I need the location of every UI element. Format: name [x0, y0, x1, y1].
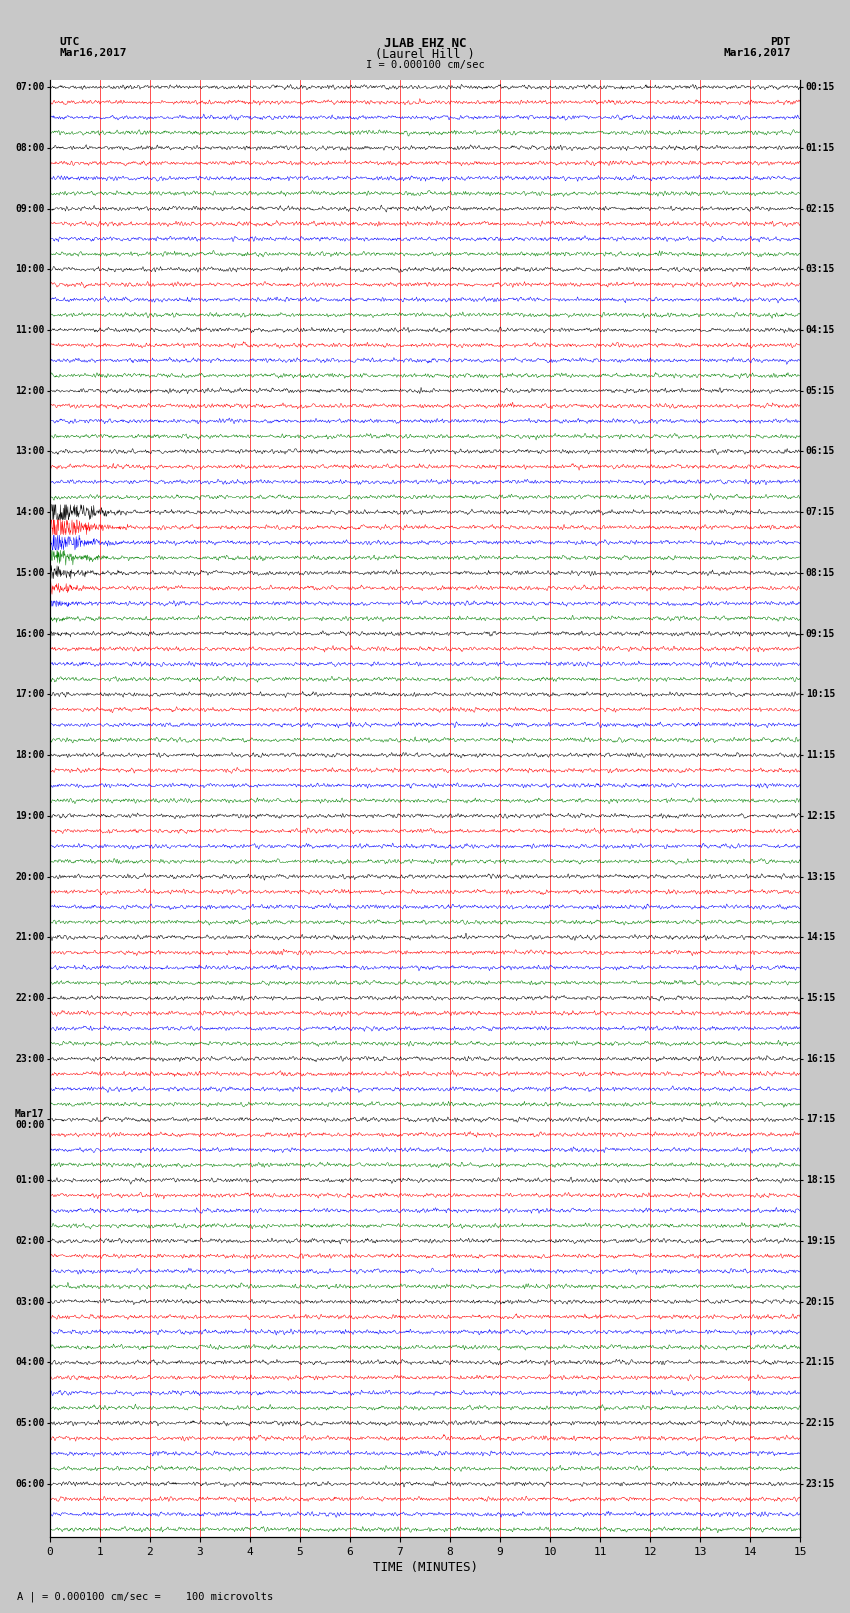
Text: UTC: UTC	[60, 37, 80, 47]
X-axis label: TIME (MINUTES): TIME (MINUTES)	[372, 1561, 478, 1574]
Text: (Laurel Hill ): (Laurel Hill )	[375, 48, 475, 61]
Text: JLAB EHZ NC: JLAB EHZ NC	[383, 37, 467, 50]
Text: I = 0.000100 cm/sec: I = 0.000100 cm/sec	[366, 60, 484, 69]
Text: Mar16,2017: Mar16,2017	[723, 48, 791, 58]
Text: PDT: PDT	[770, 37, 790, 47]
Text: Mar16,2017: Mar16,2017	[60, 48, 127, 58]
Text: A | = 0.000100 cm/sec =    100 microvolts: A | = 0.000100 cm/sec = 100 microvolts	[17, 1590, 273, 1602]
